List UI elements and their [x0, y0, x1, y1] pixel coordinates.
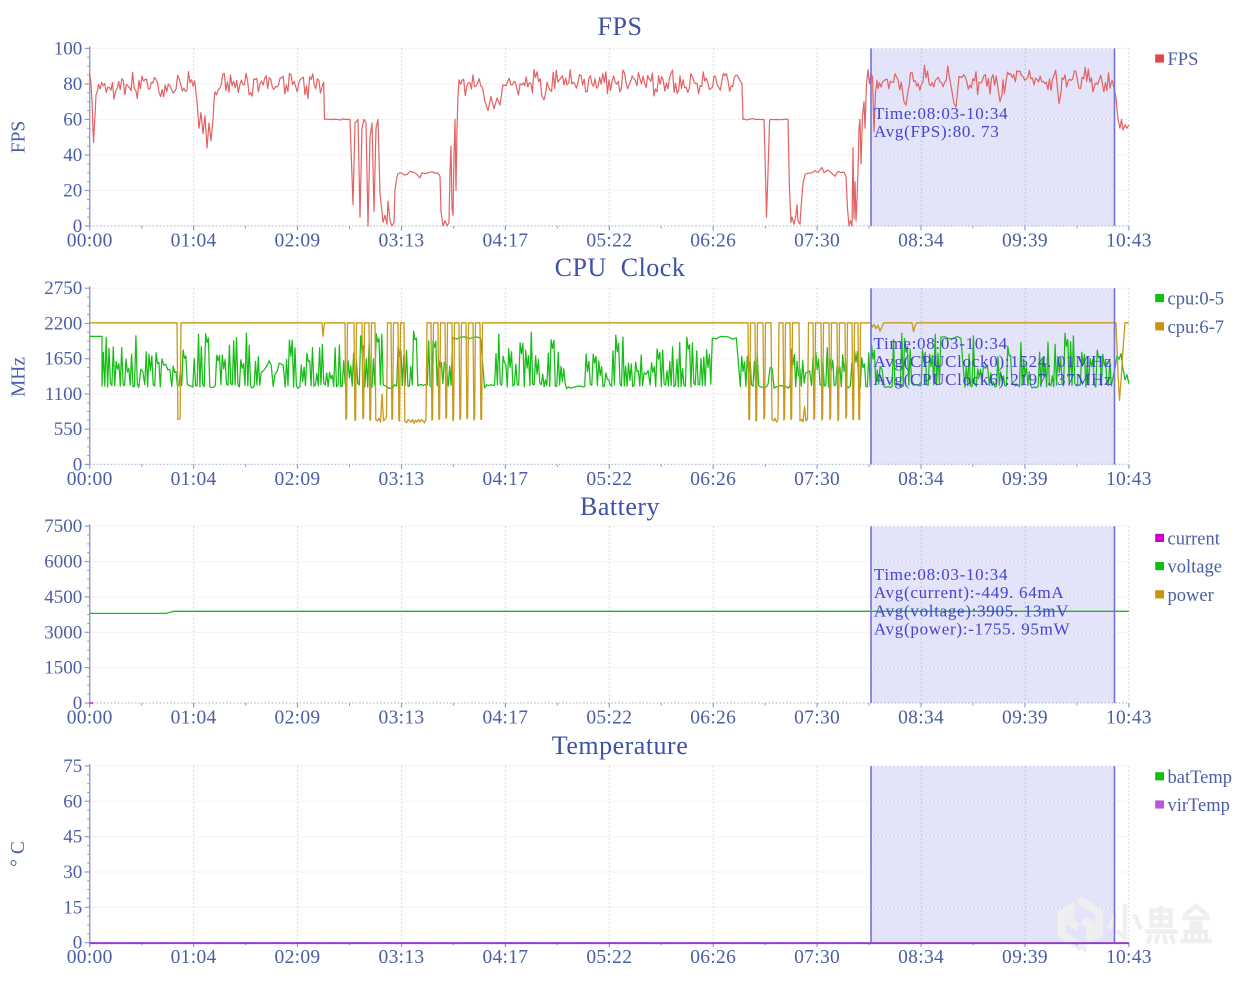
svg-text:15: 15	[63, 897, 82, 918]
svg-text:01:04: 01:04	[171, 708, 217, 729]
svg-text:04:17: 04:17	[482, 469, 528, 490]
svg-text:1500: 1500	[44, 658, 82, 679]
svg-text:08:34: 08:34	[898, 231, 944, 252]
svg-text:3000: 3000	[44, 622, 82, 643]
svg-text:FPS: FPS	[9, 121, 30, 154]
svg-text:00:00: 00:00	[67, 947, 113, 968]
svg-text:Avg(voltage):3905. 13mV: Avg(voltage):3905. 13mV	[874, 601, 1069, 620]
svg-text:10:43: 10:43	[1106, 469, 1152, 490]
svg-text:cpu:0-5: cpu:0-5	[1168, 290, 1225, 310]
svg-text:06:26: 06:26	[690, 231, 736, 252]
svg-text:0: 0	[73, 216, 83, 237]
svg-text:MHz: MHz	[9, 357, 30, 397]
svg-text:Battery: Battery	[580, 492, 660, 521]
svg-text:10:43: 10:43	[1106, 708, 1152, 729]
svg-text:10:43: 10:43	[1106, 231, 1152, 252]
svg-text:00:00: 00:00	[67, 708, 113, 729]
svg-text:05:22: 05:22	[586, 469, 632, 490]
svg-text:80: 80	[63, 74, 82, 95]
svg-text:10:43: 10:43	[1106, 947, 1152, 968]
svg-text:30: 30	[63, 862, 82, 883]
svg-text:07:30: 07:30	[794, 469, 840, 490]
svg-text:7500: 7500	[44, 516, 82, 537]
svg-text:03:13: 03:13	[379, 469, 425, 490]
svg-text:Avg(CPUClock0):1524. 01MHz: Avg(CPUClock0):1524. 01MHz	[874, 352, 1113, 371]
svg-text:07:30: 07:30	[794, 947, 840, 968]
svg-text:08:34: 08:34	[898, 708, 944, 729]
svg-text:60: 60	[63, 791, 82, 812]
svg-text:07:30: 07:30	[794, 708, 840, 729]
svg-text:550: 550	[54, 419, 83, 440]
svg-text:FPS: FPS	[1168, 50, 1199, 70]
svg-text:power: power	[1168, 586, 1214, 606]
svg-text:Avg(power):-1755. 95mW: Avg(power):-1755. 95mW	[874, 619, 1071, 638]
svg-text:09:39: 09:39	[1002, 469, 1048, 490]
svg-text:09:39: 09:39	[1002, 947, 1048, 968]
svg-text:06:26: 06:26	[690, 469, 736, 490]
svg-text:° C: ° C	[8, 841, 29, 867]
svg-text:0: 0	[73, 454, 83, 475]
svg-text:60: 60	[63, 109, 82, 130]
svg-text:current: current	[1168, 529, 1221, 549]
svg-text:FPS: FPS	[598, 12, 643, 41]
svg-text:4500: 4500	[44, 587, 82, 608]
svg-text:05:22: 05:22	[586, 708, 632, 729]
svg-text:virTemp: virTemp	[1168, 796, 1230, 816]
svg-text:02:09: 02:09	[275, 708, 321, 729]
svg-text:05:22: 05:22	[586, 947, 632, 968]
svg-text:00:00: 00:00	[67, 231, 113, 252]
svg-text:05:22: 05:22	[586, 231, 632, 252]
svg-text:Time:08:03-10:34: Time:08:03-10:34	[874, 334, 1008, 353]
svg-text:04:17: 04:17	[482, 231, 528, 252]
svg-text:0: 0	[73, 933, 83, 954]
svg-text:Time:08:03-10:34: Time:08:03-10:34	[874, 565, 1008, 584]
svg-text:03:13: 03:13	[379, 708, 425, 729]
svg-text:Avg(current):-449. 64mA: Avg(current):-449. 64mA	[874, 583, 1064, 602]
svg-text:02:09: 02:09	[275, 947, 321, 968]
svg-text:06:26: 06:26	[690, 947, 736, 968]
svg-text:45: 45	[63, 827, 82, 848]
svg-text:batTemp: batTemp	[1168, 768, 1232, 788]
svg-text:20: 20	[63, 181, 82, 202]
svg-text:Temperature: Temperature	[552, 731, 689, 760]
svg-text:Avg(FPS):80. 73: Avg(FPS):80. 73	[874, 122, 999, 141]
svg-text:03:13: 03:13	[379, 947, 425, 968]
svg-text:09:39: 09:39	[1002, 708, 1048, 729]
svg-text:00:00: 00:00	[67, 469, 113, 490]
svg-text:02:09: 02:09	[275, 469, 321, 490]
svg-text:CPU Clock: CPU Clock	[555, 253, 686, 282]
svg-text:07:30: 07:30	[794, 231, 840, 252]
svg-text:6000: 6000	[44, 552, 82, 573]
svg-text:01:04: 01:04	[171, 469, 217, 490]
svg-text:06:26: 06:26	[690, 708, 736, 729]
svg-text:08:34: 08:34	[898, 947, 944, 968]
svg-text:02:09: 02:09	[275, 231, 321, 252]
svg-text:Time:08:03-10:34: Time:08:03-10:34	[874, 104, 1008, 123]
svg-text:09:39: 09:39	[1002, 231, 1048, 252]
svg-text:01:04: 01:04	[171, 231, 217, 252]
svg-text:voltage: voltage	[1168, 558, 1222, 578]
svg-text:01:04: 01:04	[171, 947, 217, 968]
svg-text:1650: 1650	[44, 349, 82, 370]
svg-text:2200: 2200	[44, 313, 82, 334]
svg-text:100: 100	[54, 38, 83, 59]
svg-text:08:34: 08:34	[898, 469, 944, 490]
svg-text:03:13: 03:13	[379, 231, 425, 252]
svg-text:2750: 2750	[44, 278, 82, 299]
svg-text:1100: 1100	[45, 384, 82, 405]
svg-text:40: 40	[63, 145, 82, 166]
svg-text:0: 0	[73, 693, 83, 714]
svg-text:04:17: 04:17	[482, 947, 528, 968]
svg-text:cpu:6-7: cpu:6-7	[1168, 318, 1225, 338]
svg-text:Avg(CPUClock6):2197. 37MHz: Avg(CPUClock6):2197. 37MHz	[874, 370, 1113, 389]
svg-text:75: 75	[63, 756, 82, 777]
svg-text:04:17: 04:17	[482, 708, 528, 729]
